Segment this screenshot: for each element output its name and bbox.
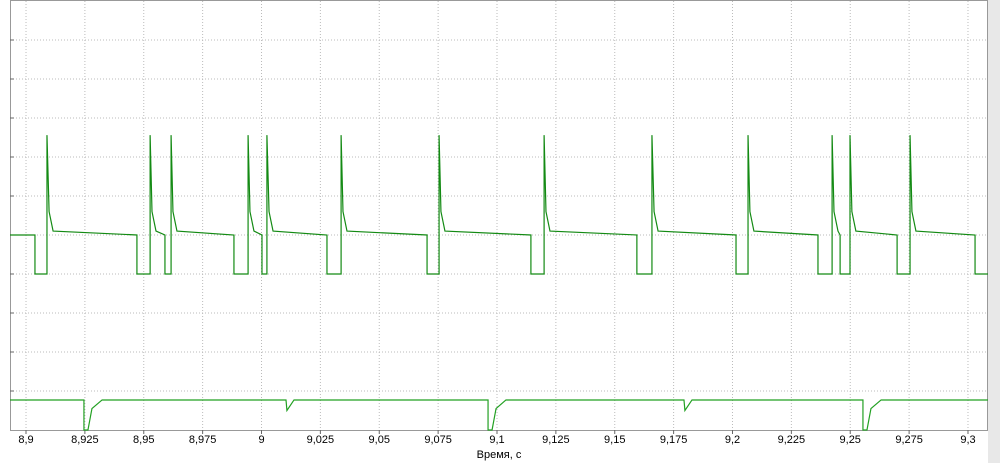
x-tick-label: 9,1 — [489, 434, 504, 446]
x-tick-label: 9,3 — [960, 434, 975, 446]
x-tick-label: 9,125 — [542, 434, 570, 446]
x-tick-label: 9,05 — [369, 434, 390, 446]
x-tick-label: 9,175 — [660, 434, 688, 446]
signal-line — [10, 135, 988, 275]
scroll-area — [988, 0, 1000, 463]
x-tick-label: 8,925 — [71, 434, 99, 446]
signal-line — [10, 399, 988, 431]
x-tick-label: 8,95 — [133, 434, 154, 446]
x-tick-label: 9,075 — [424, 434, 452, 446]
x-tick-label: 9,025 — [307, 434, 335, 446]
x-tick-label: 8,975 — [189, 434, 217, 446]
x-tick-label: 9,225 — [778, 434, 806, 446]
x-tick-label: 8,9 — [18, 434, 33, 446]
x-tick-label: 9,2 — [725, 434, 740, 446]
x-tick-label: 9,15 — [604, 434, 625, 446]
x-axis-label: Время, с — [477, 449, 522, 461]
x-tick-label: 9,25 — [840, 434, 861, 446]
x-tick-label: 9 — [258, 434, 264, 446]
plot-area — [10, 0, 988, 431]
x-tick-label: 9,275 — [895, 434, 923, 446]
